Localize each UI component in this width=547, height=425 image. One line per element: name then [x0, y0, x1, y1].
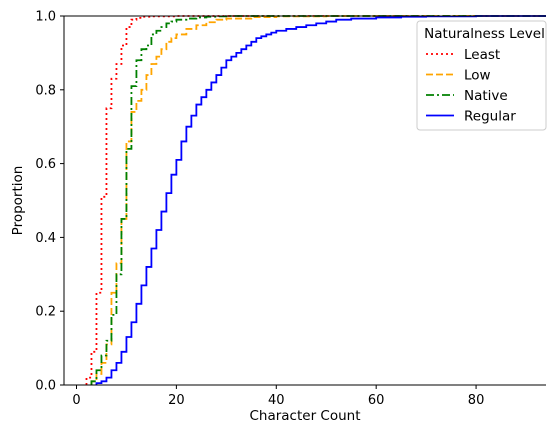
- legend-items: Least Low Native Regular: [426, 47, 516, 125]
- x-tick-label: 0: [72, 393, 80, 408]
- y-tick-label: 0.6: [35, 157, 56, 172]
- legend-label-native: Native: [464, 88, 508, 104]
- x-tick-label: 20: [168, 393, 185, 408]
- y-tick-label: 0.2: [35, 305, 56, 320]
- series-layer: [85, 15, 546, 385]
- y-tick-label: 0.0: [35, 379, 56, 394]
- legend-box: [416, 20, 547, 131]
- axes-layer: 0 20 40 60 80 0.0 0.2 0.4 0.6 0.8 1.0: [35, 10, 546, 408]
- legend: Naturalness Level Least Low Native Regular: [416, 20, 547, 131]
- x-tick-label: 80: [468, 393, 485, 408]
- x-tick-label: 60: [368, 393, 385, 408]
- legend-label-low: Low: [464, 68, 491, 84]
- series-line-low: [90, 15, 546, 385]
- legend-title: Naturalness Level: [424, 26, 545, 42]
- series-line-least: [85, 15, 546, 385]
- y-tick-label: 0.4: [35, 231, 56, 246]
- series-line-native: [90, 15, 546, 385]
- series-line-regular: [95, 15, 546, 385]
- y-tick-label: 1.0: [35, 10, 56, 25]
- x-axis-label: Character Count: [249, 408, 360, 424]
- legend-label-regular: Regular: [464, 109, 516, 125]
- legend-label-least: Least: [464, 47, 500, 63]
- x-tick-label: 40: [268, 393, 285, 408]
- y-tick-label: 0.8: [35, 83, 56, 98]
- y-axis-label: Proportion: [10, 166, 26, 236]
